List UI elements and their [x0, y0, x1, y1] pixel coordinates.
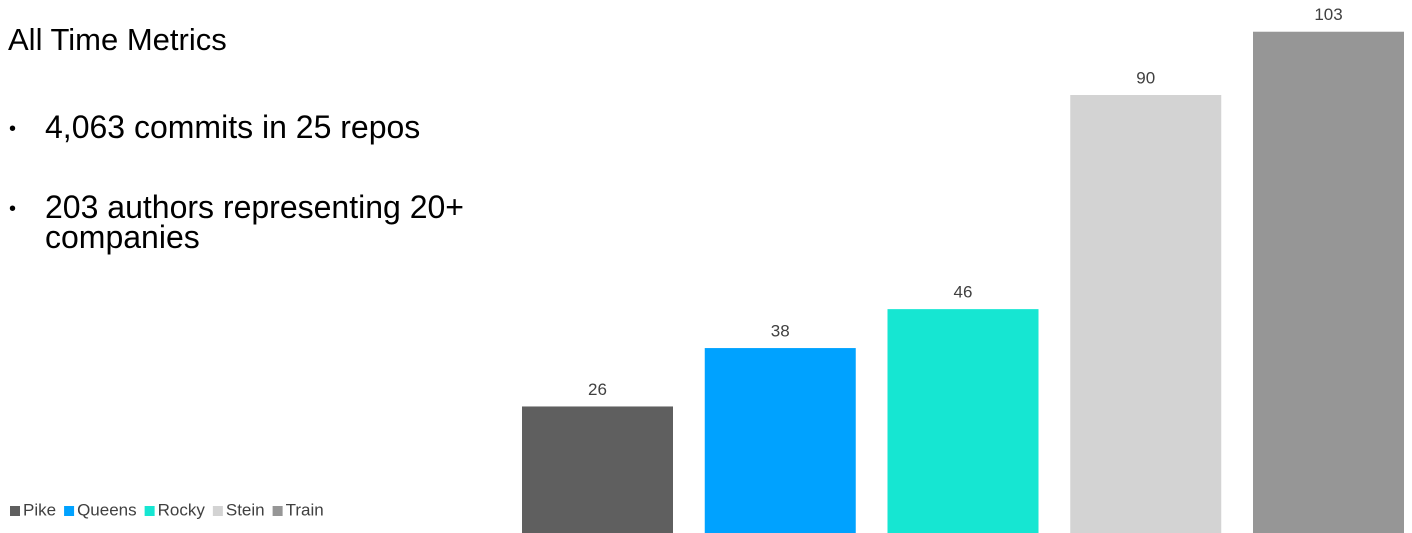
bullet: 4,063 commits in 25 repos	[45, 109, 421, 145]
legend-label: Train	[286, 500, 324, 519]
legend-swatch	[212, 506, 223, 516]
bar	[1070, 95, 1222, 533]
legend-label: Queens	[77, 500, 137, 519]
value-label: 46	[954, 283, 973, 302]
legend-label: Stein	[226, 500, 265, 519]
value-label: 26	[588, 380, 607, 399]
bullet: 203 authors representing 20+ companies	[45, 189, 464, 255]
legend-label: Rocky	[158, 500, 206, 519]
legend-swatch	[272, 506, 283, 516]
bar	[887, 309, 1039, 533]
bar	[522, 406, 673, 533]
bullet-dot: •	[9, 118, 17, 140]
bar	[1253, 31, 1404, 533]
value-label: 90	[1136, 68, 1155, 87]
legend-swatch	[10, 506, 20, 516]
legend-swatch	[144, 506, 155, 516]
legend-label: Pike	[23, 500, 56, 519]
bar	[704, 348, 856, 533]
slide-title: All Time Metrics	[8, 22, 227, 57]
bullet-dot: •	[9, 198, 17, 220]
value-label: 38	[771, 322, 790, 341]
value-label: 103	[1314, 5, 1342, 24]
legend-swatch	[64, 506, 75, 516]
